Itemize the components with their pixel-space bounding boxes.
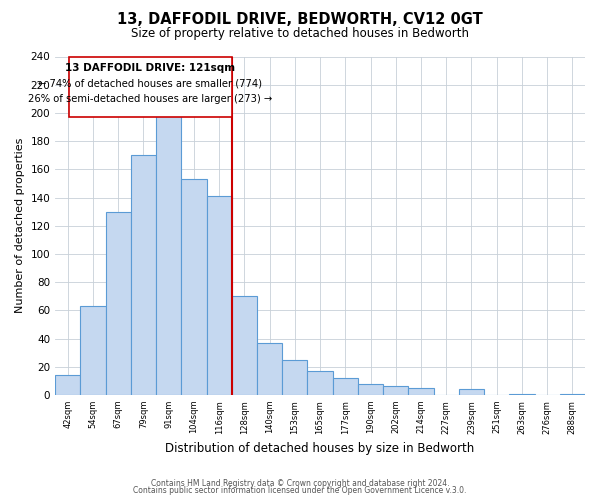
Bar — [509, 394, 535, 395]
Bar — [459, 390, 484, 395]
Bar — [206, 196, 232, 395]
Bar — [282, 360, 307, 395]
Text: Size of property relative to detached houses in Bedworth: Size of property relative to detached ho… — [131, 28, 469, 40]
Y-axis label: Number of detached properties: Number of detached properties — [15, 138, 25, 314]
Bar — [560, 394, 585, 395]
FancyBboxPatch shape — [69, 56, 232, 117]
Text: ← 74% of detached houses are smaller (774): ← 74% of detached houses are smaller (77… — [38, 78, 262, 88]
Bar — [232, 296, 257, 395]
Bar — [332, 378, 358, 395]
Bar — [156, 113, 181, 395]
Bar — [106, 212, 131, 395]
Bar — [181, 179, 206, 395]
X-axis label: Distribution of detached houses by size in Bedworth: Distribution of detached houses by size … — [166, 442, 475, 455]
Bar — [358, 384, 383, 395]
Bar — [307, 371, 332, 395]
Bar — [383, 386, 409, 395]
Bar — [55, 375, 80, 395]
Text: 13, DAFFODIL DRIVE, BEDWORTH, CV12 0GT: 13, DAFFODIL DRIVE, BEDWORTH, CV12 0GT — [117, 12, 483, 28]
Bar — [257, 343, 282, 395]
Bar — [80, 306, 106, 395]
Bar — [131, 155, 156, 395]
Text: Contains public sector information licensed under the Open Government Licence v.: Contains public sector information licen… — [133, 486, 467, 495]
Bar — [409, 388, 434, 395]
Text: 26% of semi-detached houses are larger (273) →: 26% of semi-detached houses are larger (… — [28, 94, 272, 104]
Text: 13 DAFFODIL DRIVE: 121sqm: 13 DAFFODIL DRIVE: 121sqm — [65, 63, 235, 73]
Text: Contains HM Land Registry data © Crown copyright and database right 2024.: Contains HM Land Registry data © Crown c… — [151, 478, 449, 488]
